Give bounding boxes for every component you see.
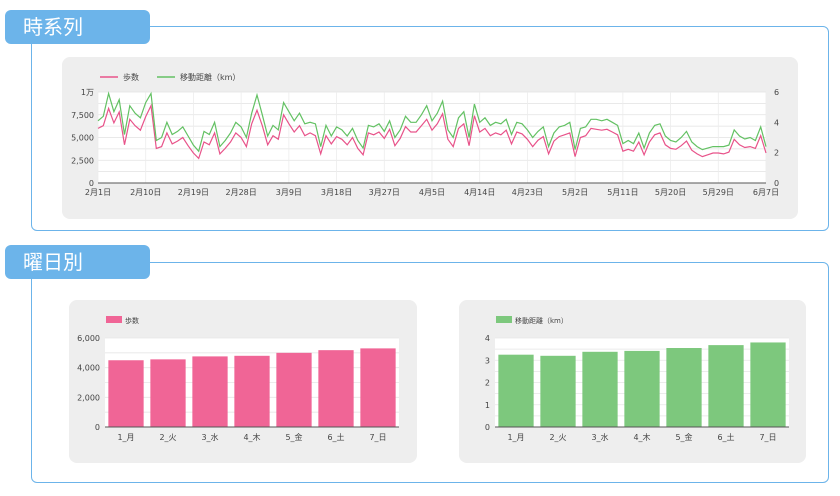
x-tick-label: 4月14日 — [464, 188, 495, 197]
x-tick-label: 2月1日 — [85, 188, 111, 197]
x-tick-label: 7_日 — [369, 433, 386, 442]
x-tick-label: 4_木 — [633, 432, 650, 442]
weekday-section-title: 曜日別 — [5, 245, 150, 279]
bar — [360, 348, 396, 427]
y-left-tick-label: 0 — [89, 179, 94, 188]
x-tick-label: 3月9日 — [276, 188, 302, 197]
legend-label: 移動距離（km） — [180, 72, 240, 82]
bar — [234, 355, 270, 427]
bar — [666, 348, 702, 427]
x-tick-label: 7_日 — [759, 433, 776, 442]
steps-by-weekday-chart: 0 2,000 4,000 6,000 1_月 2_火 3_水 4_木 5_金 6_土 7_日 歩数 — [77, 316, 399, 442]
y-tick-label: 6,000 — [77, 334, 100, 343]
x-tick-label: 4_木 — [243, 432, 260, 442]
y-tick-label: 0 — [485, 423, 490, 432]
steps-by-weekday-panel: 0 2,000 4,000 6,000 1_月 2_火 3_水 4_木 5_金 6_土 7_日 歩数 — [69, 300, 417, 463]
distance-by-weekday-chart: 0 1 2 3 4 1_月 2_火 3_水 4_木 5_金 6_土 7_日 移動距離（km） — [485, 316, 789, 442]
x-tick-label: 5月20日 — [655, 188, 686, 197]
x-tick-label: 2月28日 — [226, 188, 257, 197]
y-right-tick-label: 4 — [774, 118, 779, 127]
x-tick-label: 6_土 — [717, 432, 734, 442]
bar — [540, 355, 576, 427]
bar — [276, 352, 312, 427]
x-tick-label: 5月2日 — [562, 188, 588, 197]
x-tick-label: 2月10日 — [130, 188, 161, 197]
timeseries-chart-panel: 2月1日 2月10日 2月19日 2月28日 3月9日 3月18日 3月27日 4月5日 4月1… — [62, 57, 798, 219]
bar — [582, 351, 618, 427]
x-tick-label: 1_月 — [117, 433, 134, 442]
x-tick-label: 5月29日 — [703, 188, 734, 197]
x-tick-label: 4月23日 — [512, 188, 543, 197]
bar — [708, 345, 744, 427]
x-tick-label: 3_水 — [591, 432, 608, 442]
y-left-tick-label: 1万 — [81, 88, 94, 97]
bar — [498, 354, 534, 427]
legend-swatch — [106, 316, 122, 323]
bar — [108, 360, 144, 427]
x-tick-label: 4月5日 — [419, 188, 445, 197]
legend-swatch — [496, 316, 512, 323]
legend-label: 歩数 — [125, 316, 139, 325]
timeseries-section-title: 時系列 — [5, 10, 150, 44]
y-tick-label: 4,000 — [77, 364, 100, 373]
y-tick-label: 2 — [485, 379, 490, 388]
x-tick-label: 3_水 — [201, 432, 218, 442]
timeseries-chart: 2月1日 2月10日 2月19日 2月28日 3月9日 3月18日 3月27日 4月5日 4月1… — [71, 72, 779, 197]
y-right-tick-label: 0 — [774, 179, 779, 188]
bar — [750, 342, 786, 427]
bar — [150, 359, 186, 427]
legend-label: 移動距離（km） — [515, 316, 568, 325]
x-tick-label: 6月7日 — [753, 188, 779, 197]
x-tick-label: 2_火 — [549, 433, 566, 442]
x-tick-label: 2月19日 — [178, 188, 209, 197]
y-left-tick-label: 7,500 — [71, 111, 94, 120]
y-right-tick-label: 6 — [774, 88, 779, 97]
y-tick-label: 1 — [485, 401, 490, 410]
x-tick-label: 5月11日 — [607, 188, 638, 197]
y-tick-label: 0 — [95, 423, 100, 432]
y-tick-label: 3 — [485, 356, 490, 365]
bar — [624, 350, 660, 427]
series-line-1 — [97, 91, 767, 153]
x-tick-label: 5_金 — [285, 432, 302, 442]
x-tick-label: 6_土 — [327, 432, 344, 442]
x-tick-label: 2_火 — [159, 433, 176, 442]
distance-by-weekday-panel: 0 1 2 3 4 1_月 2_火 3_水 4_木 5_金 6_土 7_日 移動距離（km） — [459, 300, 806, 463]
y-left-tick-label: 5,000 — [71, 134, 94, 143]
x-tick-label: 3月27日 — [369, 188, 400, 197]
x-tick-label: 5_金 — [675, 432, 692, 442]
series-line-0 — [97, 103, 767, 160]
y-right-tick-label: 2 — [774, 149, 779, 158]
x-tick-label: 3月18日 — [321, 188, 352, 197]
y-left-tick-label: 2,500 — [71, 156, 94, 165]
y-tick-label: 2,000 — [77, 393, 100, 402]
bar — [192, 356, 228, 427]
bar — [318, 350, 354, 427]
x-tick-label: 1_月 — [507, 433, 524, 442]
y-tick-label: 4 — [485, 334, 490, 343]
legend-label: 歩数 — [123, 72, 139, 82]
